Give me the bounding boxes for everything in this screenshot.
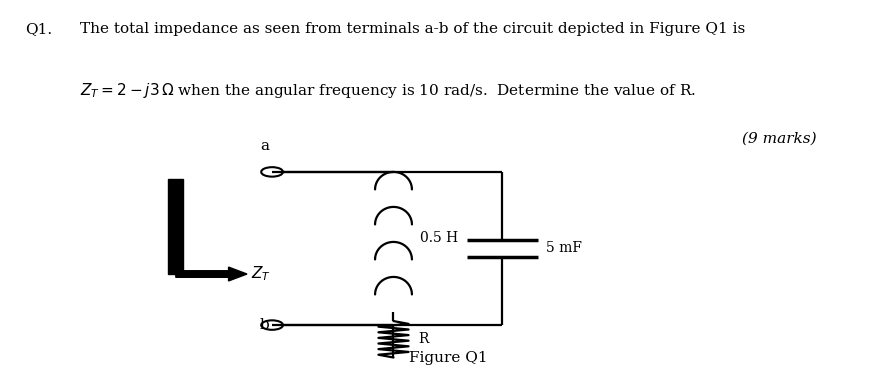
Text: 5 mF: 5 mF [546,241,582,256]
Text: Q1.: Q1. [25,22,52,37]
Text: R: R [418,332,429,346]
Text: a: a [260,140,269,153]
Text: $Z_T$: $Z_T$ [251,265,271,283]
Text: The total impedance as seen from terminals a-b of the circuit depicted in Figure: The total impedance as seen from termina… [80,22,745,37]
Text: b: b [260,318,269,332]
FancyArrow shape [168,179,183,274]
Text: $Z_T = 2 - j3\,\Omega$ when the angular frequency is 10 rad/s.  Determine the va: $Z_T = 2 - j3\,\Omega$ when the angular … [80,81,696,100]
Text: Figure Q1: Figure Q1 [408,351,487,364]
Text: 0.5 H: 0.5 H [420,231,458,245]
FancyArrow shape [175,267,247,281]
Text: (9 marks): (9 marks) [742,132,816,146]
